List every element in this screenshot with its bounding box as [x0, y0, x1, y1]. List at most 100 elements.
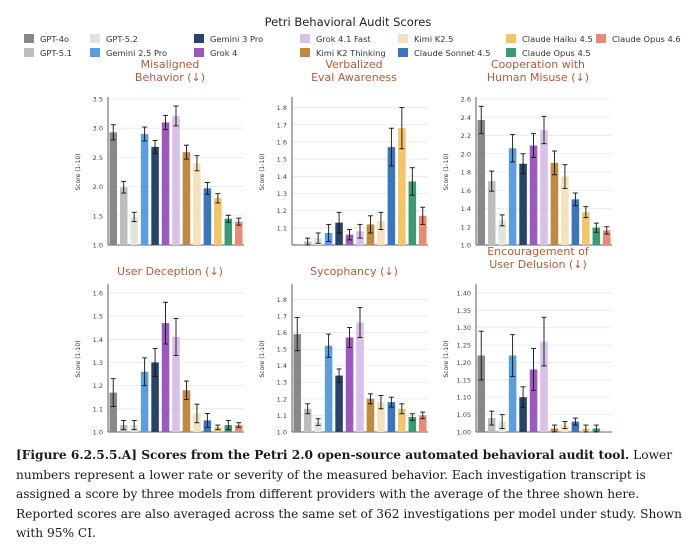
- legend-swatch: [398, 34, 408, 43]
- bar-claude-sonnet-4-5: [203, 188, 212, 245]
- bar-claude-haiku-4-5: [582, 212, 590, 245]
- chart-encouragement-of-user-delusion: Encouragement of User Delusion (↓) 1.00 1.0…: [443, 245, 612, 437]
- figure-caption: [Figure 6.2.5.5.A] Scores from the Petri…: [16, 446, 690, 544]
- bar-claude-opus-4-5: [408, 417, 417, 432]
- bar-claude-opus-4-5: [592, 227, 601, 245]
- bar-gpt-4o: [477, 119, 485, 245]
- y-tick-label: 1.1: [277, 224, 287, 232]
- bar-claude-sonnet-4-5: [571, 421, 580, 432]
- bar-gpt-4o: [477, 355, 485, 432]
- legend-item-claude-opus-4-5: Claude Opus 4.5: [506, 48, 591, 58]
- legend-label: Claude Opus 4.6: [612, 34, 681, 44]
- chart-misaligned-behavior: Misaligned Behavior (↓) 1.0 1.5 2.0 2.5 3.0 3.5…: [75, 58, 244, 250]
- chart-title-line: Cooperation with: [491, 58, 585, 71]
- bar-grok-4: [529, 145, 538, 245]
- bar-gpt-5-1: [119, 187, 128, 245]
- y-tick-label: 1.25: [457, 342, 471, 350]
- y-tick-label: 3.0: [93, 125, 103, 133]
- y-tick-label: 1.15: [457, 376, 471, 384]
- bar-gemini-3-pro: [151, 146, 159, 245]
- y-tick-label: 1.35: [457, 307, 471, 315]
- legend-label: GPT-5.1: [40, 48, 72, 58]
- bar-claude-opus-4-5: [224, 218, 233, 245]
- bar-grok-4: [529, 369, 538, 432]
- chart-title: User Deception (↓): [117, 265, 223, 278]
- y-tick-label: 1.6: [277, 138, 287, 146]
- y-tick-label: 1.1: [277, 412, 287, 420]
- y-tick-label: 1.5: [93, 212, 103, 220]
- y-tick-label: 1.3: [277, 190, 287, 198]
- bar-gpt-5-2: [314, 422, 322, 432]
- bar-gemini-3-pro: [519, 163, 527, 245]
- chart-panels: Misaligned Behavior (↓) 1.0 1.5 2.0 2.5 3.0 3.5…: [75, 58, 612, 437]
- legend-swatch: [506, 48, 516, 57]
- legend-swatch: [596, 34, 606, 43]
- legend-swatch: [24, 48, 34, 57]
- bar-grok-4-1-fast: [540, 130, 548, 245]
- y-tick-label: 1.0: [93, 429, 103, 437]
- bar-grok-4: [161, 122, 170, 245]
- bar-gpt-4o: [109, 132, 117, 245]
- bar-claude-opus-4-6: [603, 431, 611, 432]
- legend-swatch: [194, 34, 204, 43]
- chart-title-line: Behavior (↓): [135, 71, 205, 84]
- y-axis-label: Score (1-10): [259, 340, 266, 377]
- legend-swatch: [300, 48, 310, 57]
- legend-label: Gemini 2.5 Pro: [106, 48, 167, 58]
- bar-grok-4-1-fast: [540, 341, 548, 432]
- legend-label: Claude Opus 4.5: [522, 48, 591, 58]
- legend-label: Gemini 3 Pro: [210, 34, 263, 44]
- y-tick-label: 1.2: [277, 207, 287, 215]
- y-tick-label: 1.4: [277, 362, 287, 370]
- y-tick-label: 1.7: [277, 121, 287, 129]
- bar-kimi-k2-thinking: [366, 398, 375, 432]
- y-tick-label: 1.4: [277, 173, 287, 181]
- y-tick-label: 1.3: [93, 359, 103, 367]
- bar-claude-sonnet-4-5: [571, 199, 580, 245]
- bar-gpt-4o: [293, 244, 301, 245]
- y-axis-label: Score (1-10): [75, 340, 82, 377]
- bar-gemini-3-pro: [519, 397, 527, 432]
- legend-swatch: [90, 34, 100, 43]
- bar-gemini-2-5-pro: [508, 355, 517, 432]
- y-tick-label: 1.2: [93, 382, 103, 390]
- legend-item-gemini-3-pro: Gemini 3 Pro: [194, 34, 263, 44]
- legend-label: Claude Sonnet 4.5: [414, 48, 491, 58]
- legend-label: GPT-4o: [40, 34, 69, 44]
- y-tick-label: 1.2: [461, 223, 471, 231]
- legend-item-claude-sonnet-4-5: Claude Sonnet 4.5: [398, 48, 491, 58]
- y-tick-label: 1.0: [93, 242, 103, 250]
- bar-kimi-k2-5: [377, 220, 385, 245]
- figure-title: Petri Behavioral Audit Scores: [265, 15, 432, 29]
- y-tick-label: 1.5: [93, 313, 103, 321]
- y-axis-label: Score (1-10): [259, 153, 266, 190]
- chart-title-line: Encouragement of: [487, 245, 590, 258]
- y-tick-label: 1.8: [277, 296, 287, 304]
- bar-claude-haiku-4-5: [214, 198, 222, 245]
- chart-verbalized-eval-awareness: Verbalized Eval Awareness 1.1 1.2 1.3 1.4 1.5 1…: [259, 58, 428, 246]
- chart-title: Verbalized Eval Awareness: [311, 58, 397, 84]
- legend-swatch: [194, 48, 204, 57]
- y-tick-label: 1.5: [277, 346, 287, 354]
- y-axis-label: Score (1-10): [75, 153, 82, 190]
- y-axis-label: Score (1-10): [443, 340, 450, 377]
- chart-title-line: Human Misuse (↓): [487, 71, 589, 84]
- y-axis-label: Score (1-10): [443, 153, 450, 190]
- bar-gpt-4o: [109, 392, 117, 432]
- legend-item-kimi-k2-thinking: Kimi K2 Thinking: [300, 48, 386, 58]
- bar-gemini-2-5-pro: [508, 148, 517, 245]
- legend-label: Claude Haiku 4.5: [522, 34, 593, 44]
- legend: GPT-4o GPT-5.1 GPT-5.2 Gemini 2.5 Pro Gemini…: [24, 34, 681, 58]
- chart-title: Cooperation with Human Misuse (↓): [487, 58, 589, 84]
- y-tick-label: 1.1: [93, 405, 103, 413]
- legend-item-kimi-k2-5: Kimi K2.5: [398, 34, 453, 44]
- bar-claude-opus-4-6: [235, 425, 243, 432]
- legend-label: Kimi K2.5: [414, 34, 453, 44]
- legend-item-claude-haiku-4-5: Claude Haiku 4.5: [506, 34, 593, 44]
- chart-title-line: Misaligned: [141, 58, 200, 71]
- y-tick-label: 1.10: [457, 394, 471, 402]
- bar-gpt-4o: [293, 334, 301, 432]
- bar-kimi-k2-5: [561, 176, 569, 245]
- legend-item-gemini-2-5-pro: Gemini 2.5 Pro: [90, 48, 167, 58]
- legend-item-grok-4-1-fast: Grok 4.1 Fast: [300, 34, 371, 44]
